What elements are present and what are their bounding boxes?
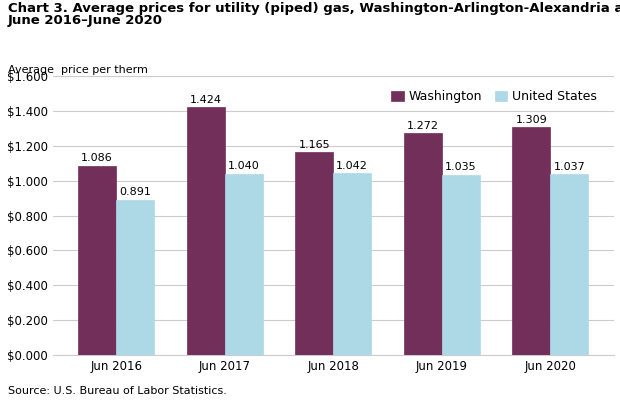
Bar <box>78 166 116 355</box>
Bar <box>512 127 551 355</box>
Bar <box>333 173 371 355</box>
Text: 1.165: 1.165 <box>298 140 330 150</box>
Legend: Washington, United States: Washington, United States <box>386 85 602 108</box>
Bar <box>551 174 588 355</box>
Text: 1.037: 1.037 <box>554 162 585 172</box>
Bar <box>187 107 224 355</box>
Text: 1.272: 1.272 <box>407 121 439 131</box>
Text: June 2016–June 2020: June 2016–June 2020 <box>8 14 163 26</box>
Text: 1.424: 1.424 <box>190 95 222 105</box>
Text: 1.309: 1.309 <box>515 115 547 125</box>
Bar <box>442 174 480 355</box>
Bar <box>116 200 154 355</box>
Text: 0.891: 0.891 <box>119 187 151 197</box>
Text: 1.042: 1.042 <box>336 161 368 171</box>
Bar <box>224 174 263 355</box>
Text: Source: U.S. Bureau of Labor Statistics.: Source: U.S. Bureau of Labor Statistics. <box>8 386 227 396</box>
Text: Chart 3. Average prices for utility (piped) gas, Washington-Arlington-Alexandria: Chart 3. Average prices for utility (pip… <box>8 2 620 15</box>
Text: Average  price per therm: Average price per therm <box>8 65 148 75</box>
Text: 1.040: 1.040 <box>228 162 260 172</box>
Text: 1.086: 1.086 <box>81 154 113 164</box>
Bar <box>404 133 442 355</box>
Text: 1.035: 1.035 <box>445 162 477 172</box>
Bar <box>295 152 333 355</box>
